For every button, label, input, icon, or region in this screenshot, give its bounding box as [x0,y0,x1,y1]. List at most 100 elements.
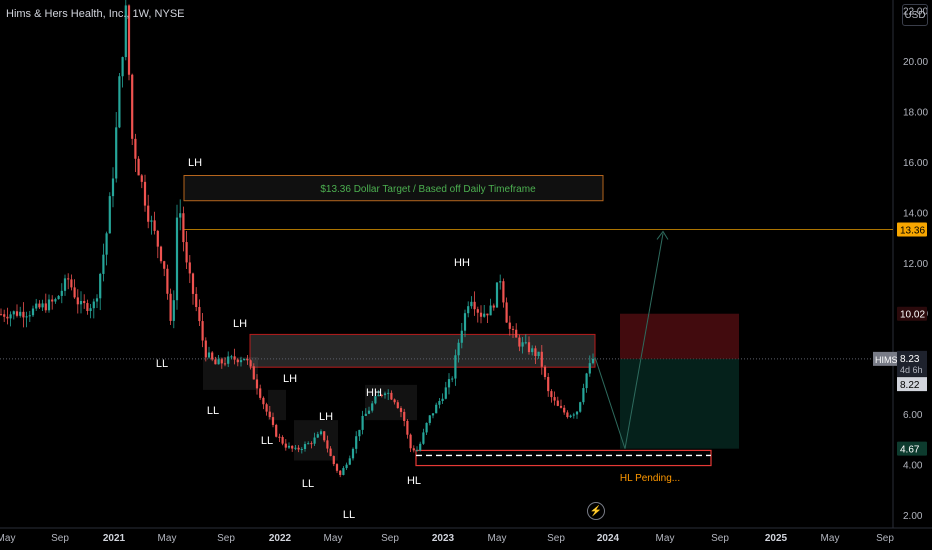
candle-body [28,315,31,317]
candle-body [191,273,195,294]
candle-body [111,178,115,197]
candle-body [582,388,585,403]
candle-body [268,411,271,418]
price-tick-label: 6.00 [903,410,923,421]
overlay: LH LL LH LL LH LL LH LL HH HL LL HH [156,157,669,521]
candle-body [547,376,550,392]
candle-body [403,411,406,421]
candle-body [3,314,6,317]
candle-body [534,348,537,357]
candle-body [543,366,547,377]
swing-label: LH [283,373,297,385]
candle-body [291,445,294,449]
time-tick-label: 2021 [103,533,126,544]
candle-body [463,313,467,331]
candle-body [310,443,313,445]
candle-body [217,359,220,365]
candle-body [41,303,44,308]
candle-body [179,213,182,218]
stop-price-badge-text: 10.02 [900,310,925,321]
candle-body [422,432,425,444]
candle-body [6,316,9,319]
candle-body [67,278,70,280]
swing-label: LH [233,318,247,330]
price-tick-label: 18.00 [903,107,928,118]
candle-body [121,57,124,77]
time-axis[interactable]: May Sep 2021 May Sep 2022 May Sep 2023 May Sep 2024… [0,533,894,544]
candle-body [163,261,166,269]
candle-body [358,429,361,437]
price-tick-label: 12.00 [903,259,928,270]
candle-body [195,293,198,308]
hl-pending-label: HL Pending... [620,473,680,484]
candle-body [99,273,102,299]
candle-body [479,312,483,317]
candle-body [89,308,92,312]
candle-body [467,306,470,314]
candle-body [63,278,67,291]
candle-body [476,309,479,313]
candle-body [559,405,563,408]
price-axis[interactable]: 22.0020.0018.0016.0014.0012.0010.008.006… [873,7,928,522]
candle-body [566,412,569,418]
candle-body [201,321,204,341]
candle-body [550,391,553,398]
candle-body [281,437,284,444]
candle-body [102,254,105,274]
candle-body [159,246,163,262]
candle-body [252,366,255,380]
currency-button[interactable]: USD [902,4,928,26]
candle-body [51,299,54,302]
candle-body [489,305,492,316]
candle-body [419,443,422,451]
candle-body [214,359,217,365]
candle-body [137,158,140,176]
candle-body [313,437,316,444]
prev-price-text: 8.22 [900,380,920,391]
candle-body [227,356,230,364]
candle-body [537,351,540,357]
zones: $13.36 Dollar Target / Based off Daily T… [0,175,893,484]
time-tick-label: May [821,533,840,544]
swing-label: LL [261,435,273,447]
target-zone [620,358,739,449]
candle-body [342,468,345,475]
candle-body [86,303,89,312]
candle-body [316,434,319,438]
candle-body [396,402,399,409]
candle-body [95,298,99,302]
swing-label: LH [319,411,333,423]
candle-body [438,401,441,405]
candle-body [511,328,515,330]
candle-body [492,305,495,308]
swing-label: HH [366,387,382,399]
candle-body [495,282,499,308]
swing-label: LH [188,157,202,169]
candle-body [502,281,505,303]
candle-body [169,293,172,321]
candle-body [575,411,579,415]
candle-body [521,342,524,347]
candle-body [143,181,147,206]
candle-body [390,392,393,400]
candle-body [556,400,559,406]
candle-body [483,313,486,317]
structure-box [203,357,258,390]
candle-body [108,196,111,234]
candle-body [278,436,281,438]
candle-body [332,456,335,465]
lightning-icon[interactable]: ⚡ [587,502,605,520]
time-tick-label: Sep [876,533,894,544]
candle-body [57,295,60,300]
candle-body [47,299,51,311]
candle-body [35,303,38,309]
candle-body [563,407,566,413]
projection-arrowhead [656,230,669,240]
candle-body [591,358,595,364]
candle-body [412,448,415,451]
candle-body [505,302,508,323]
candle-body [92,301,95,309]
candle-body [527,342,531,353]
price-tick-label: 14.00 [903,208,928,219]
